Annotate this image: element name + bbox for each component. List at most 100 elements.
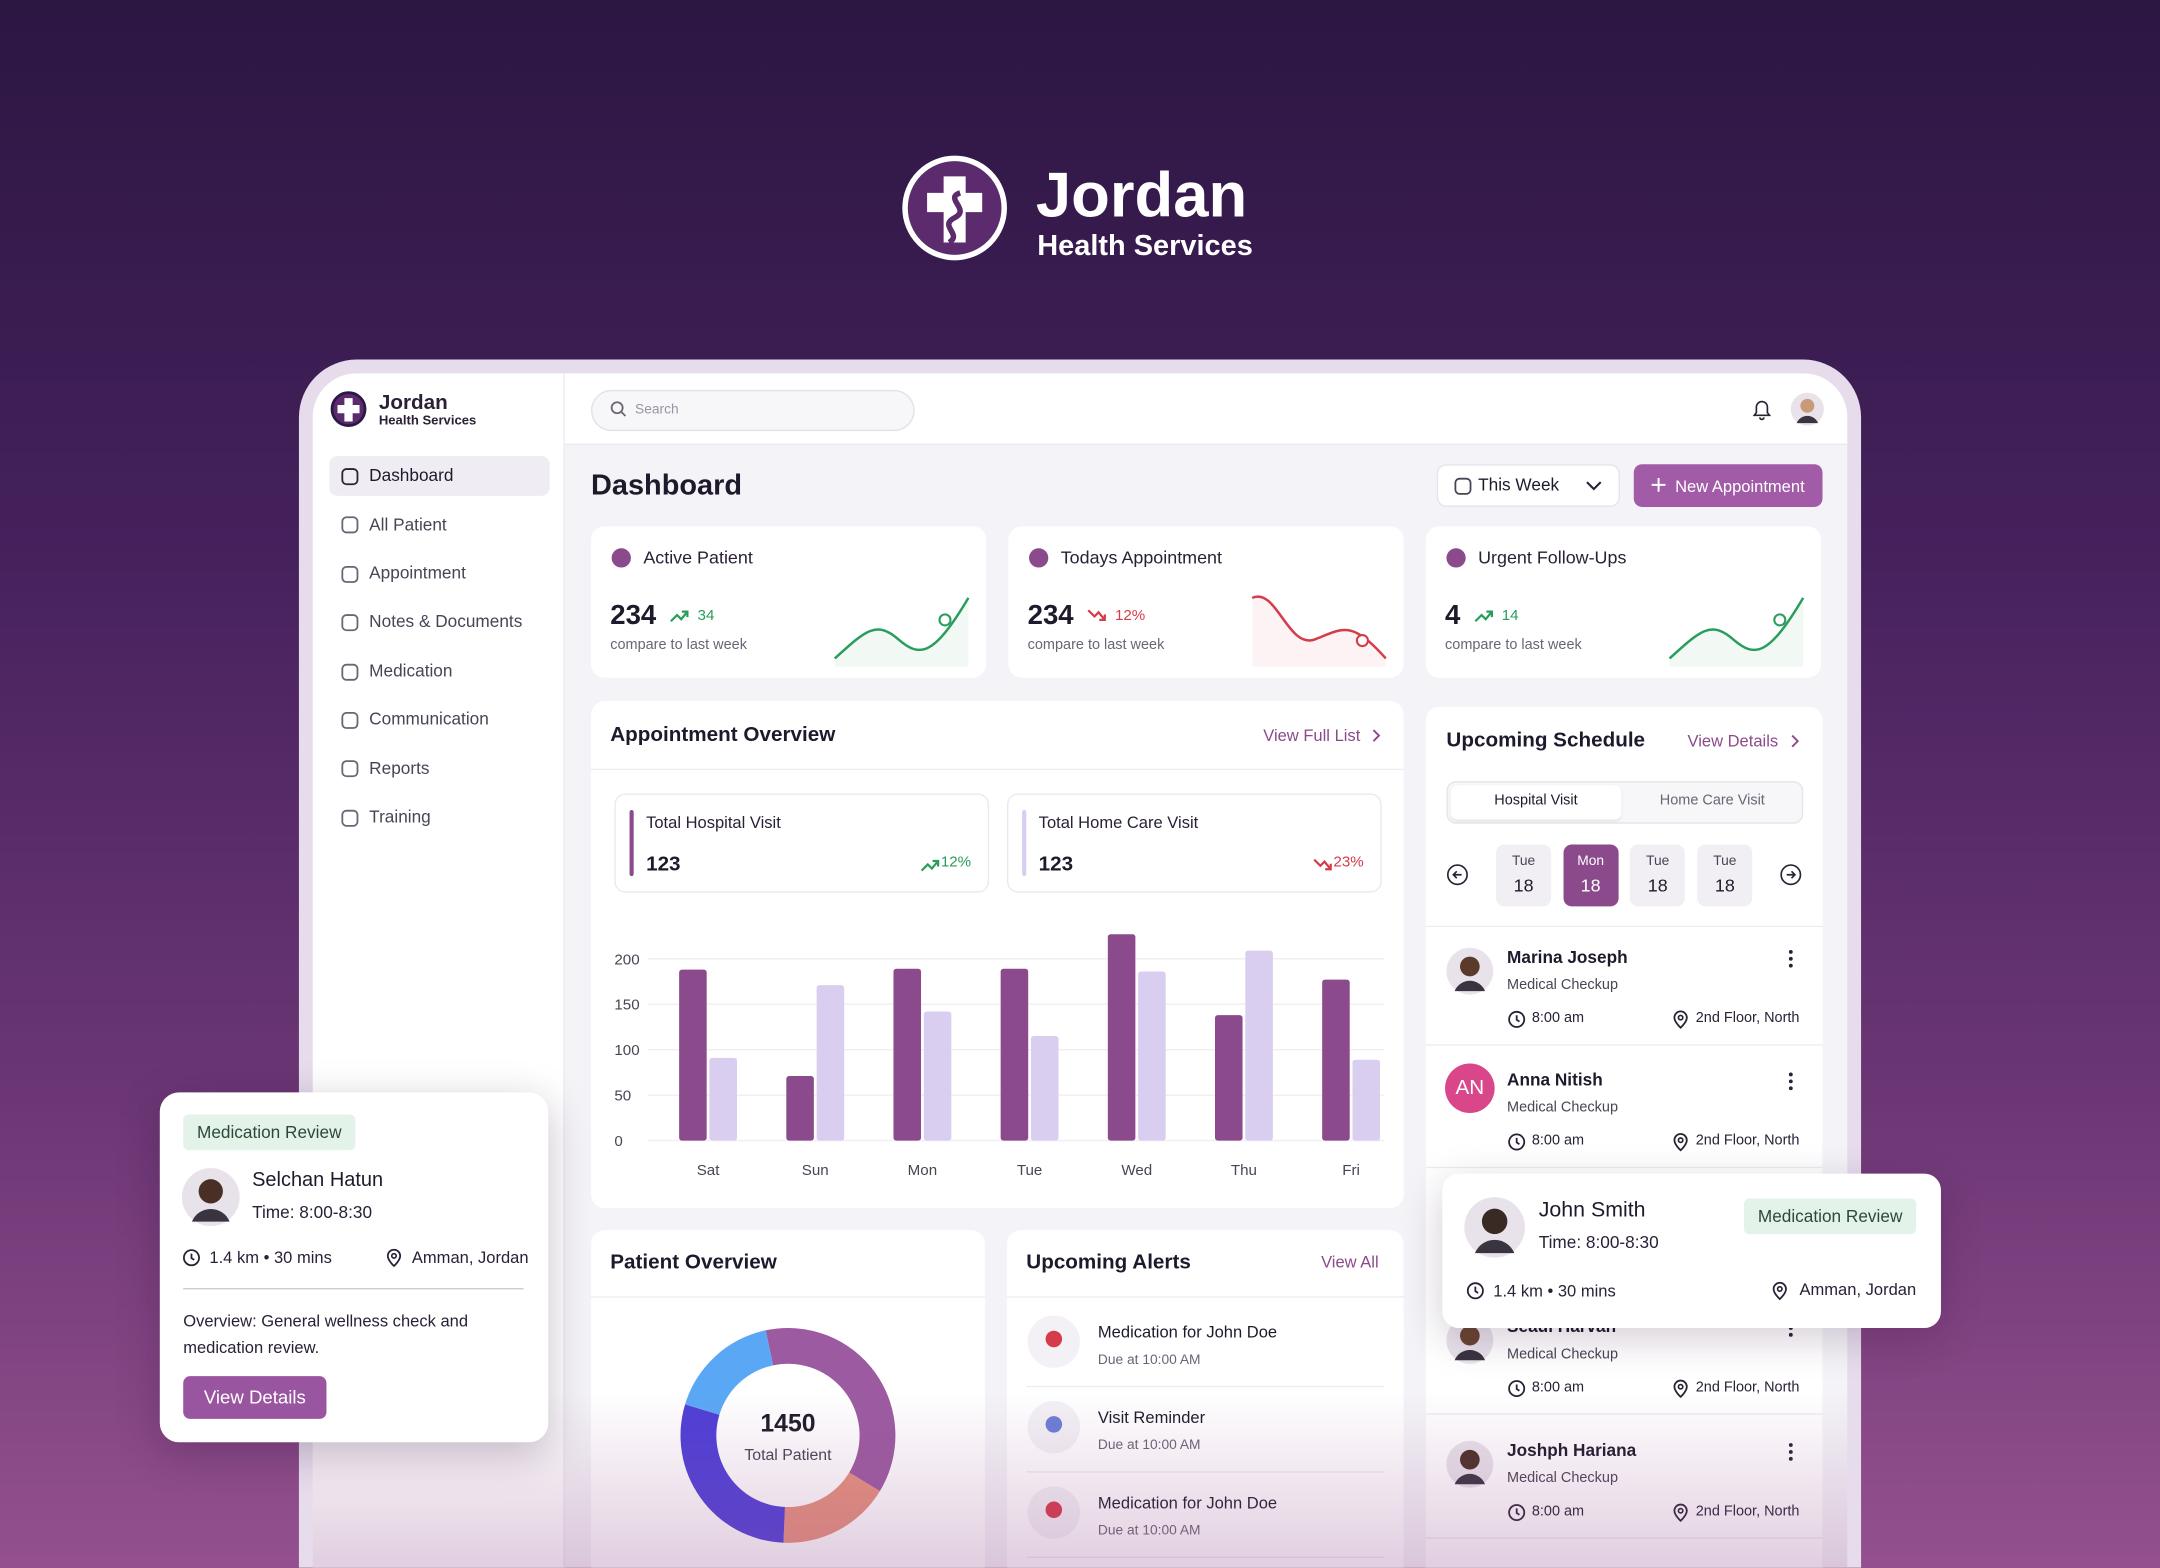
icon-part [1454,980,1486,992]
stat-change: 14 [1501,607,1519,625]
day-chip[interactable] [1630,844,1686,907]
day-chip[interactable] [1697,844,1753,907]
icon-part [1515,1508,1520,1516]
plus-icon [1651,478,1666,492]
alert-icon [1027,1315,1080,1368]
icon-part [1800,398,1815,413]
day-name: Tue [1713,854,1737,870]
icon-part [1454,1473,1486,1485]
icon-part [341,614,359,632]
icon-part [1446,864,1468,886]
schedule-time: 8:00 am [1531,1379,1585,1397]
schedule-type: Medical Checkup [1507,1346,1618,1364]
schedule-name: Anna Nitish [1507,1070,1603,1090]
trend-arrow [920,859,940,872]
trend-arrow [1088,609,1107,621]
total-accent [629,809,634,877]
schedule-name: Joshph Hariana [1507,1441,1636,1462]
stat-icon [1446,548,1466,568]
icon-part [198,1179,223,1204]
day-date: 18 [1580,874,1601,896]
divider [183,1288,524,1290]
sidebar-logo [330,391,367,428]
panel-link[interactable]: View Details [1687,730,1779,751]
icon [183,1249,200,1267]
icon [341,663,359,681]
nav-item[interactable]: Communication [369,709,489,730]
brand-tagline: Health Services [1037,230,1253,262]
icon-part [834,597,969,667]
divider [1425,1537,1823,1539]
search-icon [610,401,627,417]
tab[interactable]: Hospital Visit [1494,792,1578,809]
trend-arrow [1474,610,1494,623]
nav-item[interactable]: Dashboard [369,465,454,486]
icon-part [920,859,940,872]
card-location: Amman, Jordan [1799,1279,1917,1300]
icon-part [1668,597,1805,660]
stat-icon [1029,548,1049,568]
icon-part [1752,400,1772,421]
icon-part [1460,1325,1480,1346]
nav-item[interactable]: Appointment [369,563,466,583]
icon-part [1788,1332,1793,1337]
stat-note: compare to last week [1027,637,1165,654]
stat-note: compare to last week [1445,637,1582,654]
icon [1508,1133,1526,1151]
stat-value: 4 [1445,599,1461,631]
icon-part [1454,477,1472,495]
icon-part [341,760,359,778]
stat-note: compare to last week [610,637,747,654]
avatar [1790,392,1824,426]
panel-title: Upcoming Alerts [1026,1250,1191,1274]
icon-part [390,1252,398,1259]
alert-due: Due at 10:00 AM [1098,1438,1201,1455]
period-label: This Week [1478,475,1560,495]
card-time: Time: 8:00-8:30 [252,1202,373,1223]
total-label: Total Hospital Visit [646,812,781,832]
nav-item[interactable]: Medication [369,661,453,681]
day-chip[interactable] [1563,844,1619,907]
total-accent [1022,809,1027,877]
stat-value-row: 234 34 [610,598,714,634]
day-name: Tue [1511,854,1536,870]
icon-part [183,1249,200,1267]
nav-item[interactable]: Training [369,807,431,827]
avatar [1446,947,1494,995]
avatar [181,1168,240,1227]
icon-part [1788,1450,1793,1454]
icon-part [1508,1133,1526,1151]
icon-part [341,663,359,681]
icon [1466,1282,1484,1300]
stat-label: Todays Appointment [1060,546,1222,568]
more-menu [1788,1072,1793,1091]
icon [386,1248,402,1268]
schedule-time: 8:00 am [1531,1010,1585,1027]
more-menu [1788,1443,1793,1461]
alert-icon [1027,1486,1080,1539]
stat-card [1425,526,1822,678]
nav-item[interactable]: Notes & Documents [369,612,523,632]
alert-title: Visit Reminder [1098,1407,1205,1427]
tab[interactable]: Home Care Visit [1659,792,1765,809]
chevron [1372,729,1381,742]
icon-part [1780,864,1802,886]
nav-item[interactable]: All Patient [369,514,447,534]
panel-link[interactable]: View All [1321,1251,1379,1271]
schedule-name: Marina Joseph [1507,948,1628,968]
chevron [1791,734,1800,748]
card-location: Amman, Jordan [411,1247,529,1267]
panel-link[interactable]: View Full List [1263,725,1361,745]
avatar-initials: AN [1445,1063,1495,1114]
brand-logo [902,155,1007,261]
day-chip[interactable] [1496,844,1552,907]
icon-part [341,809,359,827]
view-details-button[interactable]: View Details [183,1376,327,1419]
nav-item[interactable]: Reports [369,758,430,778]
day-date: 18 [1513,874,1534,896]
icon-part [1673,1010,1688,1029]
search-box[interactable] [590,389,915,432]
avatar [1446,1316,1494,1364]
schedule-time: 8:00 am [1532,1504,1584,1521]
